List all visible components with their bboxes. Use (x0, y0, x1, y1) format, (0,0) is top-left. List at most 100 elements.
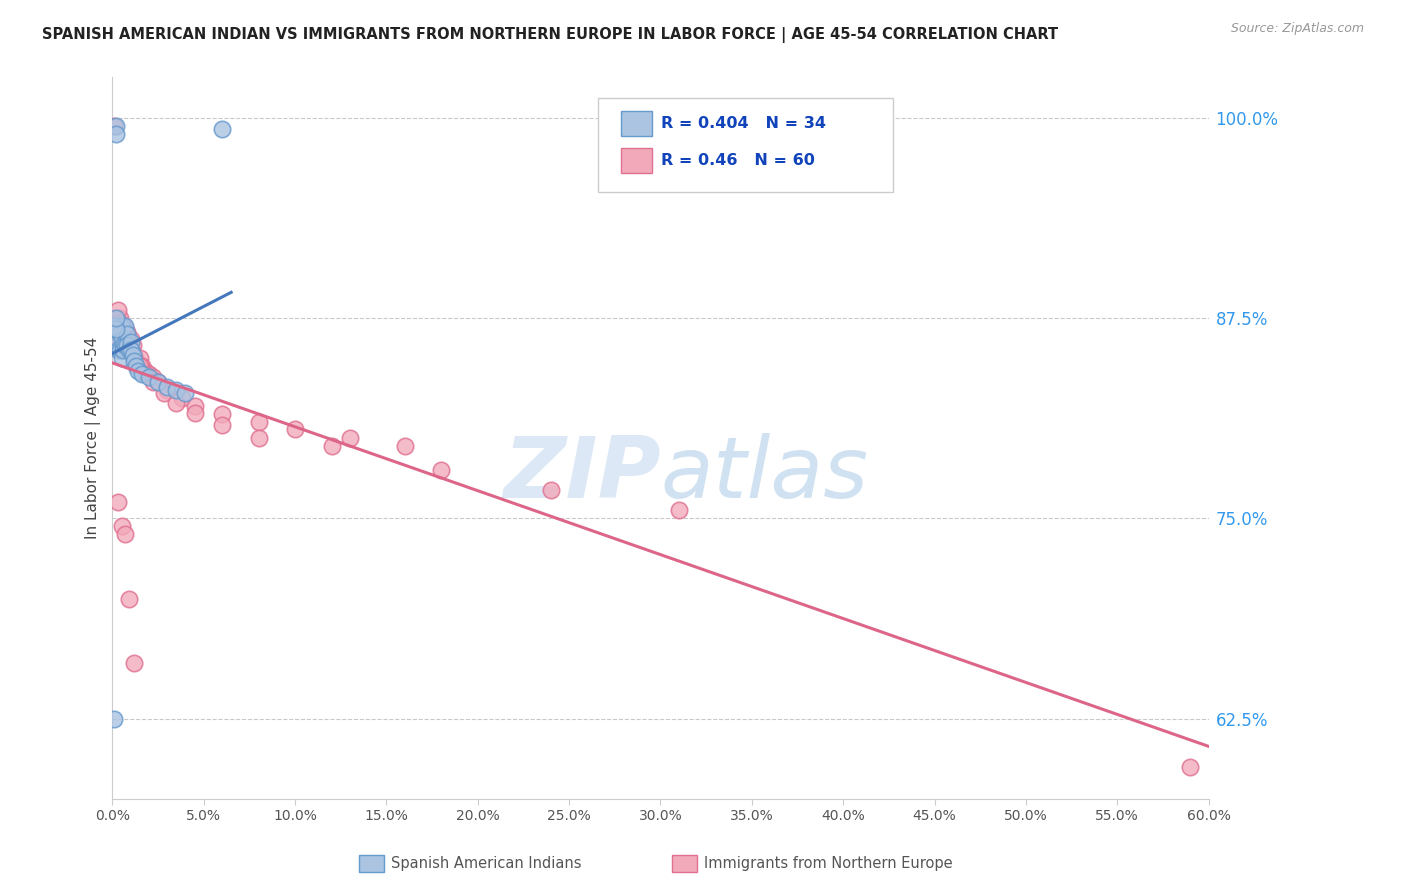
Point (105, 310, 128, 325)
Point (430, 463, 453, 477)
Point (121, 348, 143, 362)
Point (108, 318, 131, 333)
Point (108, 310, 131, 325)
Point (124, 656, 146, 670)
Point (112, 332, 135, 346)
Point (165, 383, 187, 397)
Point (110, 332, 132, 346)
Point (134, 364, 156, 378)
Text: SPANISH AMERICAN INDIAN VS IMMIGRANTS FROM NORTHERN EUROPE IN LABOR FORCE | AGE : SPANISH AMERICAN INDIAN VS IMMIGRANTS FR… (42, 27, 1059, 43)
Point (110, 338, 132, 352)
Point (103, 712, 125, 726)
Text: Immigrants from Northern Europe: Immigrants from Northern Europe (704, 856, 953, 871)
Point (183, 406, 205, 420)
Point (142, 370, 165, 384)
Point (110, 326, 132, 341)
Point (114, 338, 136, 352)
Point (103, 119, 125, 133)
Point (107, 343, 129, 357)
Text: R = 0.46   N = 60: R = 0.46 N = 60 (661, 153, 814, 168)
Point (114, 334, 136, 349)
Text: ZIP: ZIP (503, 433, 661, 516)
Point (120, 343, 142, 357)
Point (114, 527, 136, 541)
Text: Spanish American Indians: Spanish American Indians (391, 856, 581, 871)
Point (247, 431, 270, 445)
Point (112, 338, 135, 352)
Point (108, 343, 131, 357)
Point (284, 422, 307, 436)
Point (120, 343, 142, 357)
Point (128, 351, 150, 365)
Point (108, 316, 131, 330)
Point (110, 318, 132, 333)
Point (125, 359, 148, 373)
Point (118, 343, 141, 357)
Point (120, 334, 142, 349)
Point (174, 386, 197, 401)
Text: R = 0.404   N = 34: R = 0.404 N = 34 (661, 116, 825, 130)
Point (114, 322, 136, 336)
Point (131, 367, 153, 381)
Point (115, 338, 138, 352)
Point (108, 326, 131, 341)
Point (321, 439, 343, 453)
Point (156, 383, 179, 397)
Point (107, 334, 129, 349)
Point (124, 351, 146, 365)
Point (165, 396, 187, 410)
Point (115, 338, 138, 352)
Point (118, 591, 141, 606)
Point (152, 386, 174, 401)
Point (668, 503, 690, 517)
Point (124, 354, 146, 368)
Point (105, 322, 128, 336)
Point (142, 375, 165, 389)
Point (339, 431, 361, 445)
Point (115, 343, 138, 357)
Point (115, 326, 138, 340)
Point (138, 367, 160, 381)
Point (125, 354, 148, 368)
Point (211, 121, 233, 136)
Point (121, 338, 143, 352)
Point (114, 318, 136, 333)
Point (105, 127, 128, 141)
Point (107, 302, 129, 317)
Point (127, 364, 149, 378)
Point (108, 326, 131, 341)
Point (247, 415, 270, 429)
Point (128, 359, 150, 373)
Point (211, 407, 233, 421)
Point (103, 318, 125, 333)
Point (105, 310, 128, 325)
Point (146, 375, 169, 389)
Point (394, 439, 416, 453)
Point (1180, 760, 1202, 774)
Point (120, 332, 142, 346)
Point (105, 119, 128, 133)
Point (146, 375, 169, 389)
Y-axis label: In Labor Force | Age 45-54: In Labor Force | Age 45-54 (86, 337, 101, 540)
Point (183, 399, 205, 413)
Point (112, 318, 135, 333)
Point (131, 359, 153, 373)
Point (112, 318, 135, 333)
Point (138, 370, 160, 384)
Point (110, 351, 132, 365)
Point (170, 391, 193, 405)
Point (112, 343, 135, 357)
Point (107, 318, 129, 333)
Point (156, 380, 179, 394)
Point (211, 418, 233, 433)
Point (118, 334, 141, 349)
Point (110, 322, 132, 336)
Point (107, 334, 129, 349)
Point (124, 348, 146, 362)
Point (110, 519, 132, 533)
Point (120, 343, 142, 357)
Text: atlas: atlas (661, 433, 869, 516)
Point (540, 483, 562, 497)
Point (134, 367, 156, 381)
Point (114, 338, 136, 352)
